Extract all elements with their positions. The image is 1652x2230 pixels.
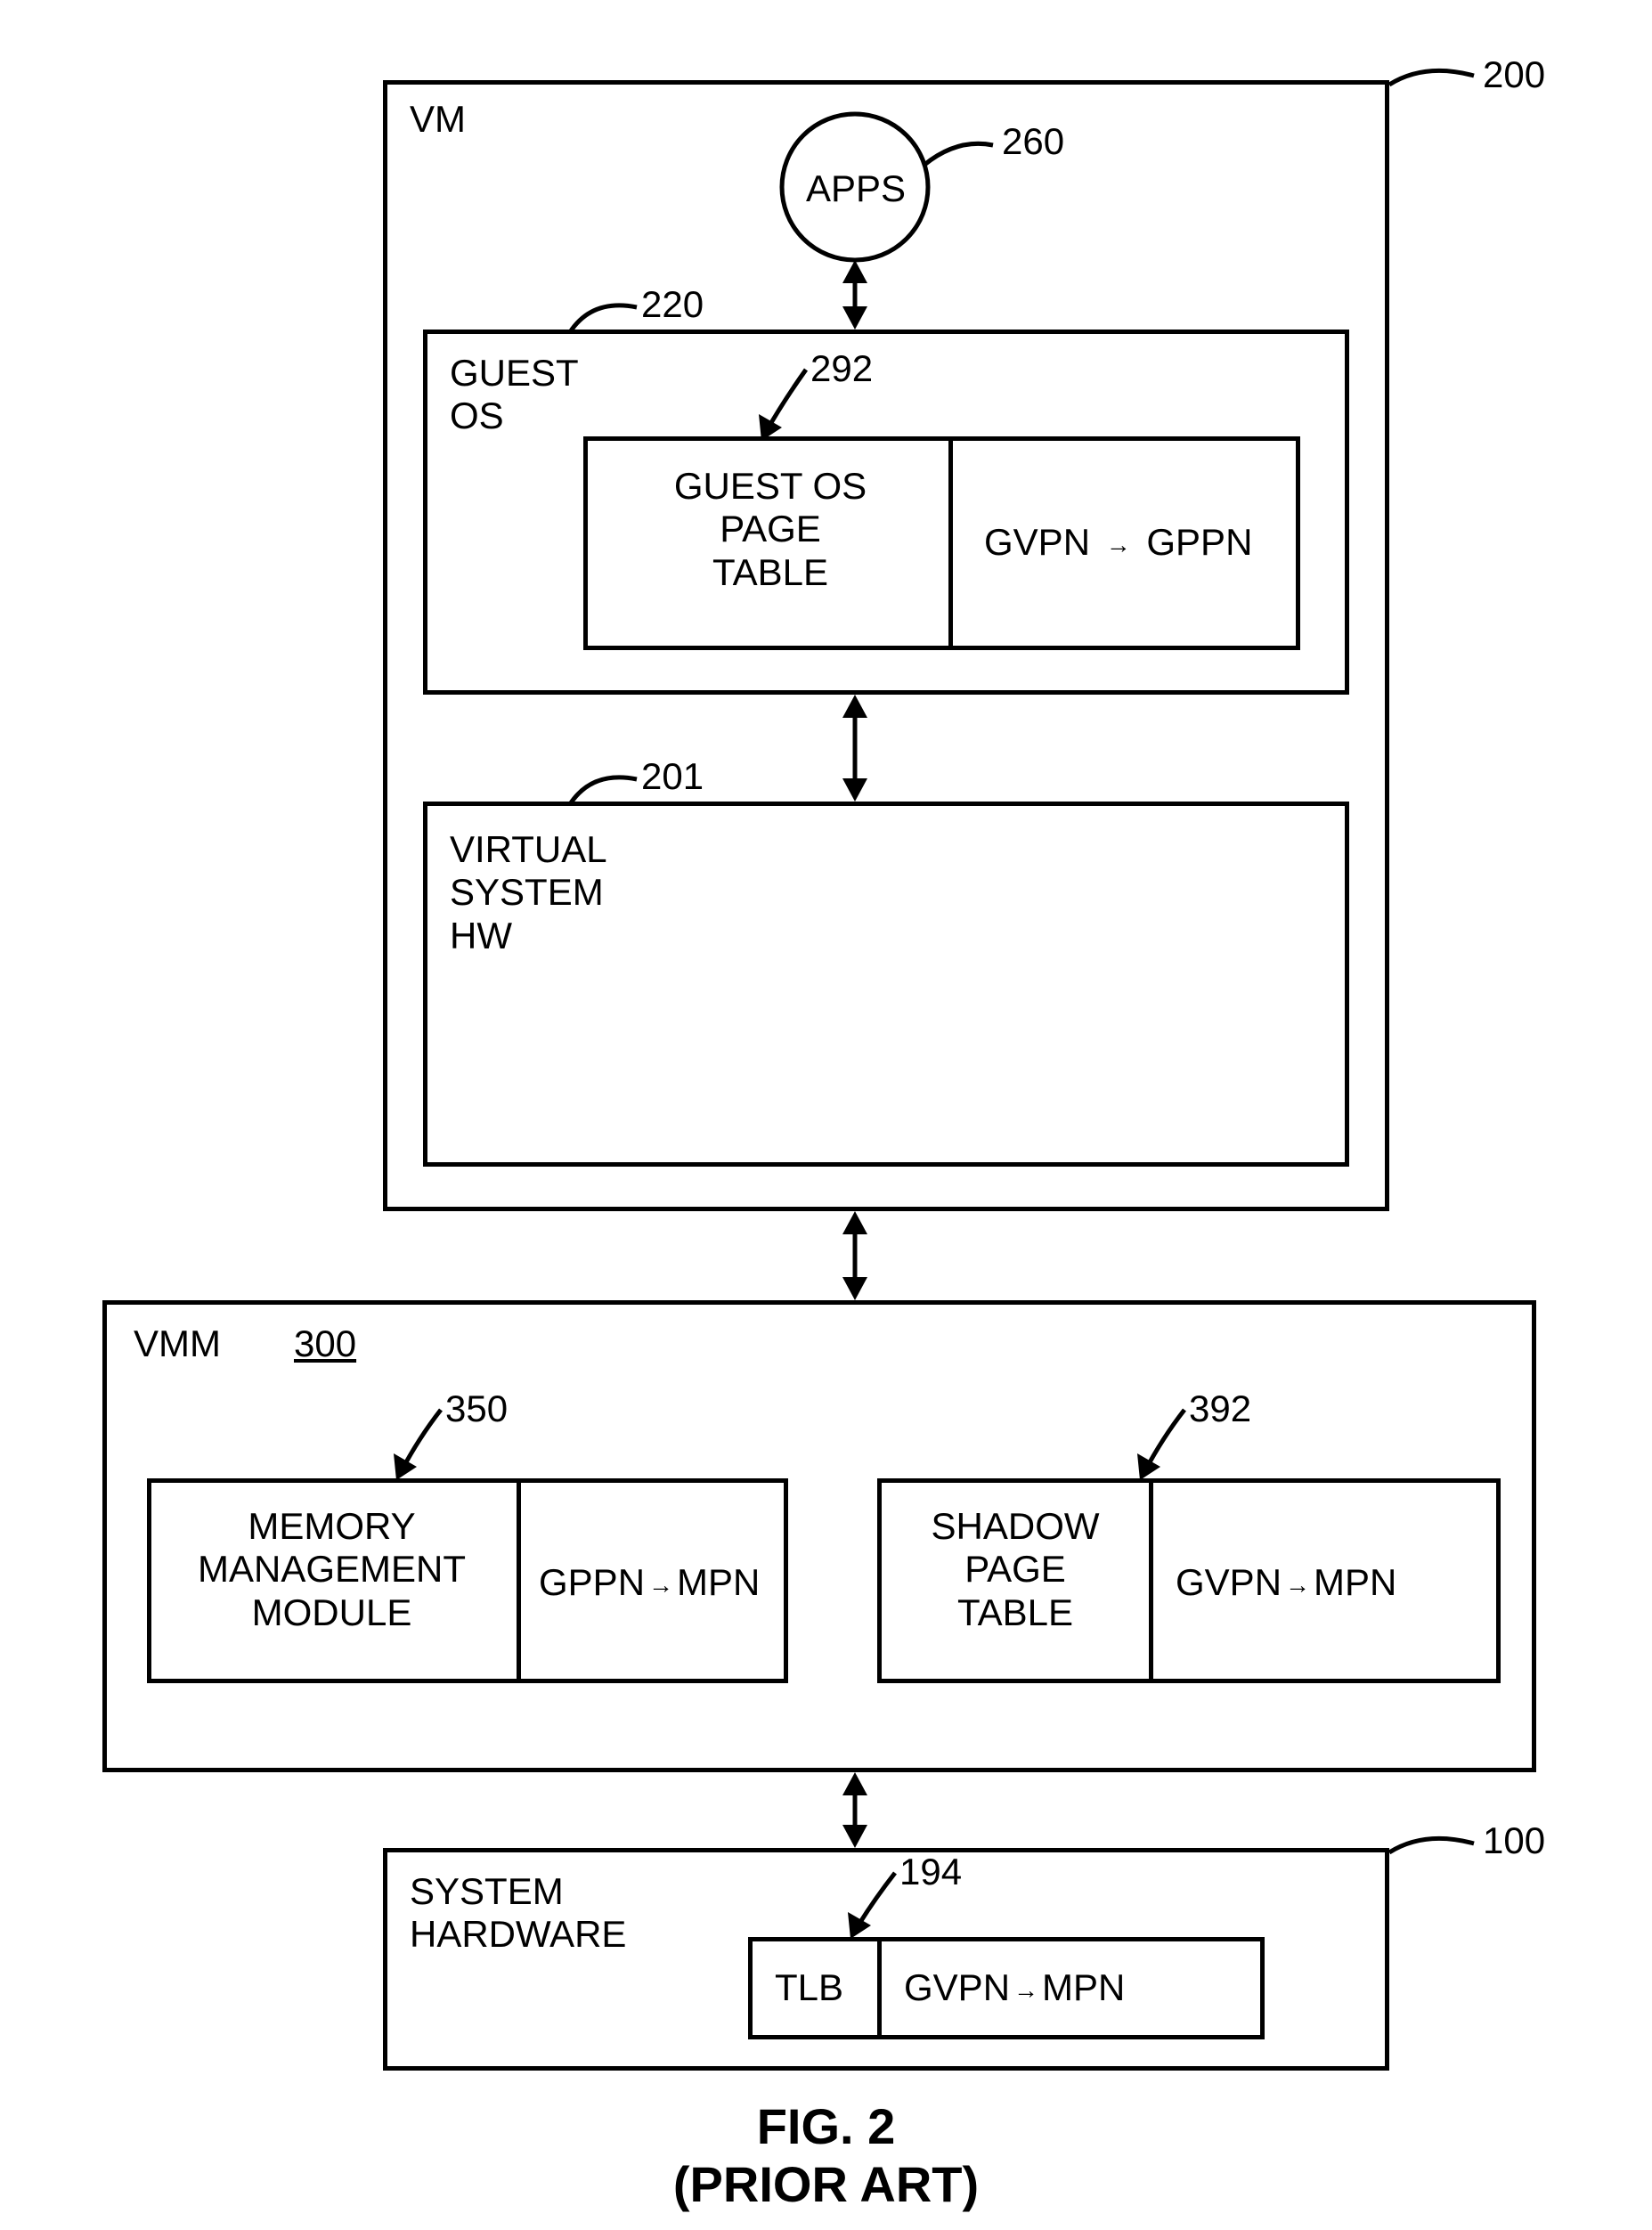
tlb-ref: 194 [899, 1851, 962, 1893]
fig-line1: FIG. 2 [0, 2097, 1652, 2155]
fig-line2: (PRIOR ART) [0, 2155, 1652, 2213]
tlb-ref-leader [0, 0, 1652, 2230]
figure-caption: FIG. 2 (PRIOR ART) [0, 2097, 1652, 2213]
